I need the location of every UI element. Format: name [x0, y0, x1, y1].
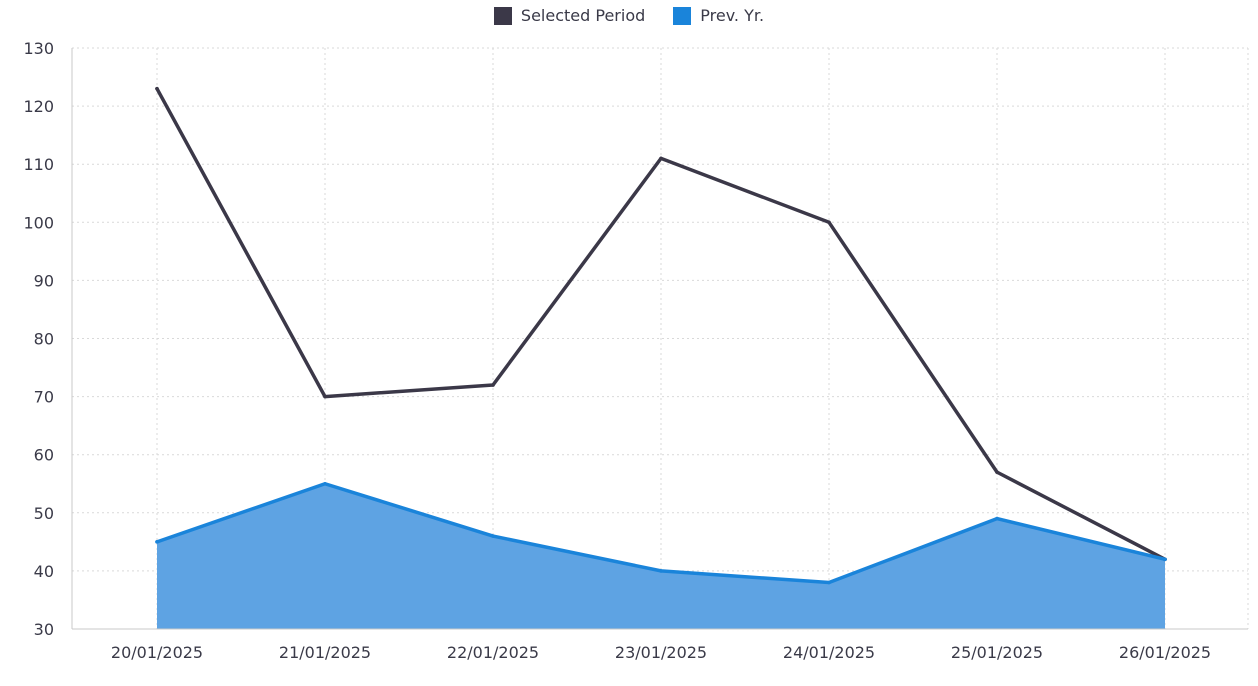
area-layer — [157, 483, 1165, 629]
axes: 30 40 50 60 70 80 90 100 110 120 130 20/01/2025 21/0… — [23, 39, 1248, 662]
x-tick-label-2: 22/01/2025 — [447, 643, 539, 662]
y-tick-label-70: 70 — [34, 388, 54, 407]
data-point-prev-yr-1 — [323, 481, 327, 486]
data-point-selected-period-0 — [155, 86, 159, 91]
data-point-prev-yr-4 — [827, 580, 831, 585]
data-point-prev-yr-3 — [659, 569, 663, 573]
x-tick-label-3: 23/01/2025 — [615, 643, 707, 662]
data-point-prev-yr-0 — [155, 540, 159, 544]
y-tick-label-40: 40 — [34, 562, 54, 581]
legend-label-selected-period: Selected Period — [520, 6, 646, 25]
legend-label-prev-yr: Prev. Yr. — [700, 6, 765, 25]
x-tick-label-4: 24/01/2025 — [783, 643, 875, 662]
area-fill-prev-yr — [157, 483, 1165, 629]
y-tick-label-130: 130 — [23, 39, 54, 58]
legend: Selected Period Prev. Yr. — [0, 6, 1258, 25]
y-tick-label-110: 110 — [23, 155, 54, 174]
data-point-prev-yr-2 — [491, 534, 495, 538]
data-point-selected-period-4 — [827, 220, 831, 225]
x-tick-label-0: 20/01/2025 — [111, 643, 203, 662]
data-point-selected-period-2 — [491, 383, 495, 387]
y-tick-label-30: 30 — [34, 620, 54, 639]
data-point-selected-period-5 — [995, 470, 999, 474]
x-tick-label-6: 26/01/2025 — [1119, 643, 1211, 662]
y-tick-label-120: 120 — [23, 97, 54, 116]
data-point-prev-yr-5 — [995, 516, 999, 521]
legend-item-prev-yr[interactable]: Prev. Yr. — [673, 6, 764, 25]
grid — [72, 47, 1249, 629]
y-tick-label-90: 90 — [34, 271, 54, 290]
x-tick-label-1: 21/01/2025 — [279, 643, 371, 662]
x-tick-label-5: 25/01/2025 — [951, 643, 1043, 662]
data-point-selected-period-1 — [323, 394, 327, 399]
y-tick-label-50: 50 — [34, 504, 54, 523]
data-point-prev-yr-6 — [1163, 557, 1167, 562]
data-point-selected-period-3 — [659, 156, 663, 161]
y-tick-label-80: 80 — [34, 330, 54, 349]
y-tick-label-60: 60 — [34, 446, 54, 465]
legend-item-selected-period[interactable]: Selected Period — [493, 6, 646, 25]
y-tick-label-100: 100 — [23, 213, 54, 232]
legend-swatch-prev-yr — [673, 6, 692, 25]
legend-swatch-selected-period — [493, 6, 512, 25]
line-layer — [155, 86, 1167, 585]
